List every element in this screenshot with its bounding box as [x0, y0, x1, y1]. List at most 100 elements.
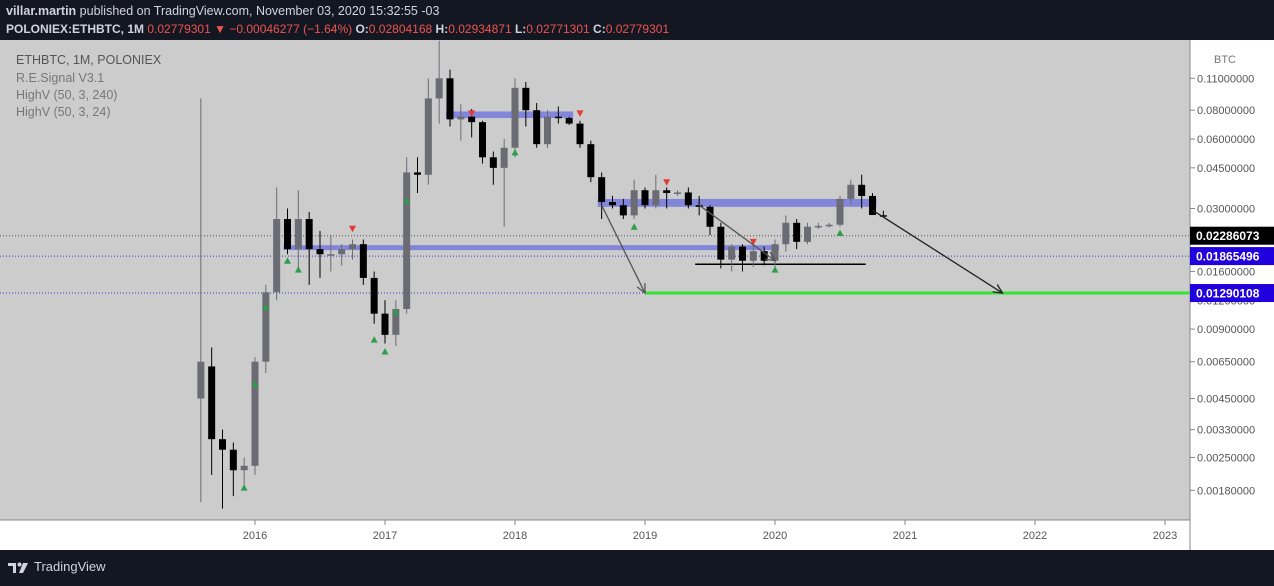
legend-indicator-3[interactable]: HighV (50, 3, 24) — [16, 105, 111, 119]
tradingview-logo[interactable]: TradingView — [8, 559, 106, 574]
candle-up — [251, 361, 259, 466]
candle-down — [316, 249, 324, 255]
price-tag-label: 0.01290108 — [1196, 287, 1260, 301]
x-axis-ticks: 2016 2017 2018 2019 2020 2021 2022 2023 — [243, 520, 1177, 542]
candle-down — [609, 202, 616, 206]
high-label: H: — [435, 22, 449, 36]
candle-down — [598, 177, 606, 203]
y-tick-label: 0.00250000 — [1197, 452, 1255, 464]
candle-up — [294, 219, 302, 250]
candle-down — [565, 118, 573, 124]
candle-down — [414, 172, 421, 175]
candle-up — [349, 244, 356, 250]
candle-up — [728, 246, 736, 260]
chart-area[interactable]: 0.11000000 0.08000000 0.06000000 0.04500000… — [0, 40, 1274, 550]
legend-indicator-2[interactable]: HighV (50, 3, 240) — [16, 88, 117, 102]
candle-up — [457, 116, 465, 120]
chart-header: villar.martin published on TradingView.c… — [0, 0, 1274, 40]
candle-up — [197, 361, 205, 399]
buy-signal-icon — [392, 308, 400, 315]
candle-up — [804, 226, 811, 242]
sell-signal-icon — [468, 110, 476, 117]
time-axis[interactable] — [0, 520, 1190, 550]
symbol-label: POLONIEX:ETHBTC, 1M — [6, 22, 145, 36]
candle-up — [273, 219, 281, 293]
open-label: O: — [355, 22, 369, 36]
arrow-head-icon — [636, 283, 646, 295]
price-tags: 0.02286073 0.01865496 0.01290108 — [1190, 226, 1274, 303]
price-tag — [1190, 247, 1274, 266]
candlestick-chart[interactable]: 0.11000000 0.08000000 0.06000000 0.04500000… — [0, 40, 1274, 550]
ohlc-bar: POLONIEX:ETHBTC, 1M 0.02779301 ▼ −0.0004… — [6, 22, 669, 36]
candle-down — [663, 190, 671, 194]
candle-up — [544, 116, 551, 145]
y-tick-label: 0.03000000 — [1197, 203, 1255, 215]
zones-layer — [283, 111, 877, 251]
candle-down — [554, 116, 562, 119]
buy-signal-icon — [370, 336, 378, 343]
x-tick-label: 2019 — [633, 530, 657, 542]
buy-signal-icon — [262, 303, 270, 311]
resistance-zone — [597, 198, 877, 207]
candle-down — [229, 449, 237, 471]
buy-signal-icon — [836, 229, 844, 236]
tradingview-icon — [8, 562, 28, 573]
x-tick-label: 2018 — [503, 530, 527, 542]
candle-down — [879, 215, 887, 217]
change-down-icon: ▼ — [214, 22, 226, 36]
close-value: 0.02779301 — [605, 22, 670, 36]
candle-down — [305, 219, 313, 250]
candle-up — [327, 254, 335, 256]
arrow-head-icon — [992, 284, 1004, 294]
change-value: −0.00046277 (−1.64%) — [229, 22, 353, 36]
sell-signal-icon — [749, 238, 757, 246]
trend-arrow-line — [601, 204, 646, 294]
lines-layer — [0, 235, 1190, 295]
candle-up — [338, 249, 346, 255]
buy-signal-icon — [240, 484, 248, 491]
candle-down — [370, 277, 378, 314]
candle-down — [858, 184, 866, 196]
signals-layer — [240, 110, 844, 491]
candle-up — [652, 190, 660, 206]
buy-signal-icon — [630, 223, 638, 230]
candle-down — [284, 219, 291, 250]
price-tag-label: 0.02286073 — [1196, 229, 1260, 243]
sell-signal-icon — [663, 179, 671, 186]
price-tag — [1190, 284, 1274, 303]
candle-up — [240, 465, 248, 471]
brand-name: TradingView — [34, 559, 106, 574]
y-tick-label: 0.06000000 — [1197, 134, 1255, 146]
candle-down — [489, 157, 497, 168]
y-tick-label: 0.00330000 — [1197, 425, 1255, 437]
candle-up — [392, 309, 400, 335]
price-tag — [1190, 226, 1274, 245]
x-tick-label: 2022 — [1023, 530, 1047, 542]
candle-down — [717, 226, 725, 260]
candles-layer — [197, 40, 887, 509]
candle-up — [771, 244, 779, 261]
candle-up — [435, 78, 443, 99]
plot-background — [0, 40, 1190, 520]
x-tick-label: 2016 — [243, 530, 267, 542]
legend-indicator-1[interactable]: R.E.Signal V3.1 — [16, 71, 104, 85]
candle-down — [793, 222, 801, 242]
candle-down — [587, 144, 595, 178]
high-value: 0.02934871 — [448, 22, 512, 36]
axis-unit-label: BTC — [1214, 54, 1236, 66]
trend-arrow-line — [872, 209, 1003, 294]
candle-up — [814, 225, 822, 228]
candle-down — [381, 313, 389, 335]
y-tick-label: 0.00180000 — [1197, 485, 1255, 497]
candle-down — [706, 206, 714, 227]
buy-signal-icon — [381, 347, 389, 355]
low-label: L: — [514, 22, 527, 36]
arrow-head-icon — [765, 251, 777, 262]
price-tag-label: 0.01865496 — [1196, 250, 1260, 264]
candle-down — [479, 122, 486, 158]
y-axis-ticks: 0.11000000 0.08000000 0.06000000 0.04500000… — [1190, 73, 1255, 497]
sell-signal-icon — [576, 110, 584, 117]
publisher-name[interactable]: villar.martin — [6, 4, 77, 18]
y-tick-label: 0.00650000 — [1197, 357, 1255, 369]
candle-up — [500, 147, 508, 168]
